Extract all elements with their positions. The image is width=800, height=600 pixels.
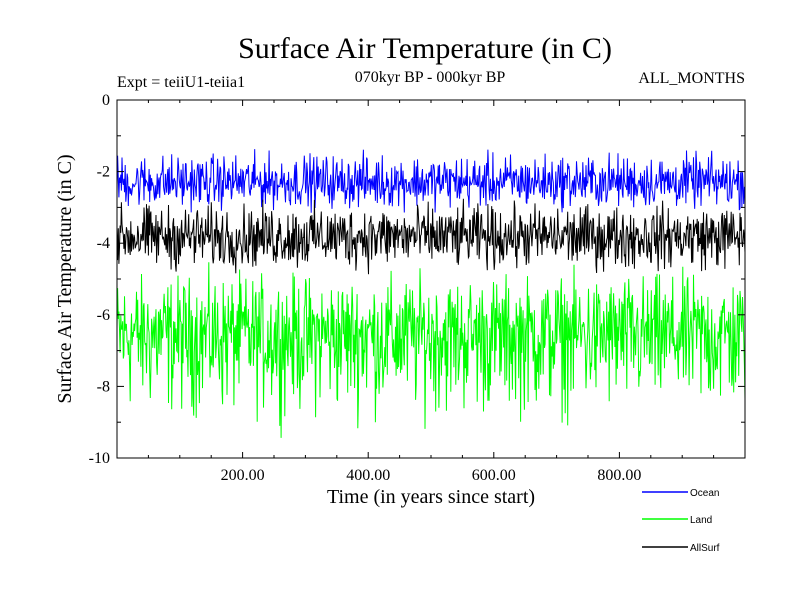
y-tick-label: -6 (97, 307, 110, 324)
legend-label-ocean: Ocean (690, 488, 719, 499)
series-line-ocean (116, 149, 746, 213)
ticks-layer: 200.00 400.00 600.00 800.00 0 -2 -4 -6 -8 -10 (89, 92, 745, 484)
legend: Ocean Land AllSurf (642, 488, 720, 554)
series-line-land (116, 262, 746, 438)
chart-subtitle: 070kyr BP - 000kyr BP (355, 69, 506, 86)
x-tick-label: 400.00 (346, 467, 390, 484)
x-tick-label: 800.00 (597, 467, 641, 484)
y-tick-label: -2 (97, 164, 110, 181)
y-tick-label: 0 (102, 92, 110, 109)
series-layer (116, 149, 746, 438)
months-label: ALL_MONTHS (638, 70, 745, 87)
legend-label-allsurf: AllSurf (690, 543, 720, 554)
y-tick-label: -10 (89, 450, 110, 467)
experiment-label: Expt = teiiU1-teiia1 (117, 74, 245, 91)
chart-title: Surface Air Temperature (in C) (238, 32, 612, 65)
y-axis-label: Surface Air Temperature (in C) (54, 154, 76, 403)
y-tick-label: -4 (97, 235, 110, 252)
y-tick-label: -8 (97, 378, 110, 395)
legend-label-land: Land (690, 515, 712, 526)
x-axis-label: Time (in years since start) (327, 486, 535, 508)
plot-frame (116, 99, 746, 459)
x-tick-label: 200.00 (221, 467, 265, 484)
series-line-allsurf (116, 198, 746, 275)
x-tick-label: 600.00 (472, 467, 516, 484)
